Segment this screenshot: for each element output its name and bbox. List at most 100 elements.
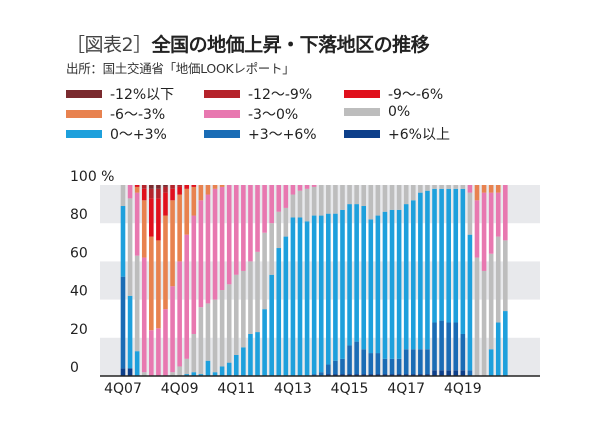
bar-segment: [304, 185, 310, 189]
bar-segment: [389, 374, 395, 376]
bar-segment: [368, 374, 374, 376]
bar-segment: [134, 186, 140, 193]
legend-item: +3〜+6%: [204, 124, 317, 144]
bar-segment: [425, 374, 430, 376]
bar-segment: [361, 206, 367, 350]
bar-segment: [347, 185, 352, 205]
bar-segment: [503, 311, 508, 376]
bar-segment: [127, 198, 133, 296]
bar-segment: [212, 188, 218, 300]
bar-segment: [276, 185, 282, 212]
legend-label: -6〜-3%: [110, 107, 166, 123]
bar-segment: [170, 286, 175, 373]
bar-segment: [283, 207, 289, 237]
bar-segment: [368, 185, 374, 220]
bar-segment: [503, 240, 508, 312]
bar-segment: [340, 209, 345, 359]
bar-segment: [219, 185, 225, 187]
bar-segment: [127, 295, 133, 369]
legend-swatch: [66, 110, 102, 118]
bar-segment: [191, 215, 197, 334]
bar-segment: [410, 200, 416, 350]
bar-segment: [205, 185, 211, 195]
bar-segment: [198, 307, 204, 375]
bar-segment: [467, 370, 473, 376]
bar-segment: [156, 328, 161, 376]
bar-segment: [446, 188, 451, 323]
bar-segment: [156, 185, 161, 189]
y-tick-label: 20: [70, 322, 88, 338]
bar-segment: [389, 358, 395, 375]
bar-segment: [418, 374, 423, 376]
bar-segment: [333, 374, 338, 376]
bar-segment: [219, 186, 225, 291]
bar-segment: [134, 192, 140, 256]
bar-segment: [340, 358, 345, 375]
bar-segment: [446, 370, 451, 376]
bar-segment: [382, 185, 388, 212]
bar-segment: [467, 185, 473, 193]
bar-segment: [177, 261, 182, 367]
bar-segment: [269, 274, 274, 376]
x-tick-label: 4Q13: [274, 381, 312, 397]
bar-segment: [205, 303, 211, 361]
bar-segment: [425, 349, 430, 375]
bar-segment: [226, 284, 232, 363]
x-tick-label: 4Q19: [444, 381, 482, 397]
bar-segment: [396, 374, 402, 376]
bar-segment: [304, 221, 310, 376]
legend-label: -12〜-9%: [248, 87, 313, 103]
bar-segment: [141, 185, 147, 189]
source-note: 出所：国土交通省「地価LOOKレポート」: [66, 61, 295, 76]
x-tick-label: 4Q09: [161, 381, 199, 397]
legend-item: -12%以下: [66, 84, 174, 104]
bar-segment: [333, 185, 338, 214]
legend-label: -12%以下: [110, 87, 175, 103]
bar-segment: [269, 185, 274, 224]
bar-segment: [127, 185, 133, 199]
bar-segment: [233, 185, 239, 275]
bar-segment: [375, 215, 381, 354]
bar-segment: [495, 322, 501, 376]
bar-segment: [141, 188, 147, 201]
bar-segment: [326, 364, 331, 375]
bar-segment: [170, 188, 175, 201]
bar-segment: [290, 194, 296, 218]
bar-segment: [141, 200, 147, 258]
x-tick-label: 4Q15: [331, 381, 369, 397]
bar-segment: [396, 185, 402, 210]
bar-segment: [382, 358, 388, 375]
bar-segment: [354, 341, 359, 375]
bar-segment: [163, 215, 168, 310]
bar-segment: [368, 353, 374, 375]
legend-item: 0%: [344, 104, 410, 120]
bar-segment: [503, 185, 508, 241]
bar-segment: [488, 253, 494, 350]
bar-segment: [184, 185, 190, 189]
bar-segment: [439, 188, 444, 321]
bar-segment: [184, 234, 190, 359]
bar-segment: [248, 185, 253, 262]
bar-segment: [495, 185, 501, 193]
bar-segment: [120, 206, 126, 277]
bar-segment: [432, 370, 437, 376]
bar-segment: [198, 185, 204, 201]
bar-segment: [368, 219, 374, 354]
bar-segment: [453, 322, 459, 371]
bar-segment: [219, 290, 225, 367]
bar-segment: [191, 185, 197, 187]
bar-segment: [495, 236, 501, 323]
bar-segment: [439, 185, 444, 189]
bar-segment: [418, 349, 423, 375]
legend-item: 0〜+3%: [66, 124, 167, 144]
bar-segment: [163, 186, 168, 193]
bar-segment: [354, 185, 359, 205]
bar-segment: [425, 190, 430, 350]
bar-segment: [184, 358, 190, 375]
bar-segment: [248, 333, 253, 376]
bar-segment: [205, 194, 211, 304]
legend-item: -9〜-6%: [344, 84, 443, 104]
bar-segment: [425, 185, 430, 191]
bar-segment: [311, 186, 317, 216]
bar-segment: [233, 354, 239, 376]
